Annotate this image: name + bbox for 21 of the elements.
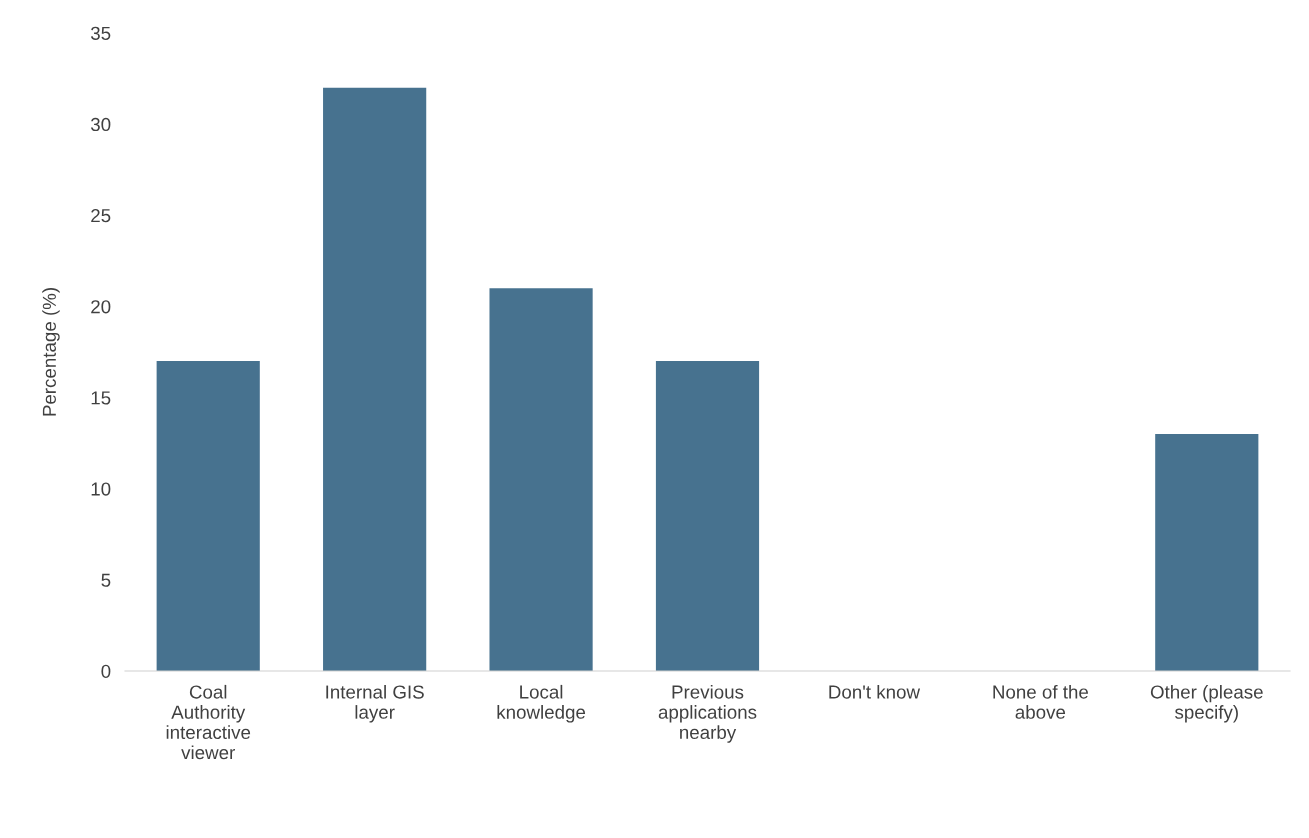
x-tick-label: Don't know — [829, 684, 921, 699]
bar — [156, 361, 260, 671]
y-tick-label: 25 — [91, 208, 111, 223]
x-tick-label: Coal Authority interactive viewer — [166, 684, 251, 760]
x-tick-label: Other (please specify) — [1150, 684, 1263, 723]
y-tick-label: 5 — [101, 573, 111, 587]
x-tick-label: Internal GIS layer — [326, 684, 424, 723]
bar — [655, 361, 760, 671]
y-tick-label: 20 — [91, 300, 111, 314]
y-axis-title: Percentage (%) — [42, 288, 60, 416]
y-tick-label: 35 — [90, 26, 111, 40]
bar — [489, 288, 593, 671]
x-tick-label: None of the above — [993, 684, 1088, 719]
bar — [1155, 434, 1259, 671]
y-tick-label: 10 — [91, 482, 111, 496]
bar — [323, 87, 427, 671]
y-tick-label: 15 — [91, 391, 111, 405]
y-tick-label: 30 — [90, 117, 111, 132]
x-tick-label: Local knowledge — [497, 684, 586, 723]
x-tick-label: Previous applications nearby — [658, 684, 757, 743]
y-tick-label: 0 — [101, 664, 111, 678]
